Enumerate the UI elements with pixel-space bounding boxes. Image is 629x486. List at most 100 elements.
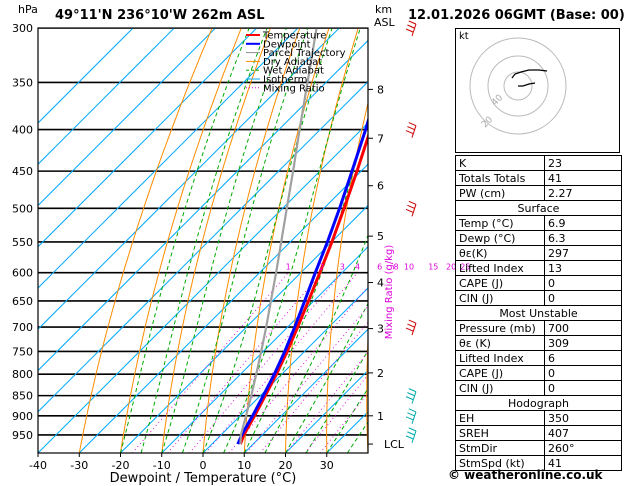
pressure-tick-label: 300 [12, 22, 33, 35]
wind-barb-flag [407, 431, 415, 436]
index-row: Temp (°C) 6.9 [455, 215, 622, 231]
legend-label: Mixing Ratio [263, 83, 325, 94]
isotherm-line [38, 28, 299, 289]
wet-adiabat-line [326, 387, 368, 453]
mixing-ratio-label: 8 [393, 263, 398, 272]
index-row: CAPE (J) 0 [455, 275, 622, 291]
legend-label: Parcel Trajectory [263, 48, 346, 59]
temperature-tick-label: 0 [200, 459, 207, 472]
dry-adiabat-line [120, 28, 242, 453]
temperature-tick-label: 20 [279, 459, 293, 472]
isotherm-line [38, 28, 134, 124]
pressure-tick-label: 400 [12, 124, 33, 137]
temperature-tick-label: 30 [320, 459, 334, 472]
wind-barb [411, 430, 417, 444]
series-parcel-trajectory [239, 28, 318, 445]
wind-barb-flag [408, 122, 416, 127]
mixing-ratio-label: 4 [355, 263, 360, 272]
wet-adiabat-line [223, 28, 361, 453]
temperature-tick-label: -10 [153, 459, 171, 472]
legend-label: Wet Adiabat [263, 66, 324, 77]
pressure-tick-label: 700 [12, 321, 33, 334]
isotherm-line [38, 81, 368, 413]
index-row: CIN (J) 0 [455, 290, 622, 306]
section-title: Surface [455, 200, 622, 216]
pressure-tick-label: 450 [12, 165, 33, 178]
km-tick-label: LCL [384, 438, 405, 451]
dry-adiabat-line [326, 100, 368, 453]
wind-barb [411, 411, 417, 424]
pressure-tick-label: 600 [12, 267, 33, 280]
temperature-tick-label: -30 [70, 459, 88, 472]
dry-adiabat-line [366, 329, 368, 453]
run-title: 12.01.2026 06GMT (Base: 00) [408, 8, 625, 23]
wet-adiabat-line [305, 349, 368, 453]
hodograph-trace [511, 69, 548, 79]
index-row: Pressure (mb) 700 [455, 320, 622, 336]
isotherm-line [285, 369, 368, 453]
wind-barb-flag [408, 388, 416, 393]
isotherm-line [38, 28, 216, 207]
wind-barb-flag [408, 319, 416, 324]
pressure-tick-label: 950 [12, 429, 33, 442]
index-row: PW (cm) 2.27 [455, 185, 622, 201]
km-tick-label: 2 [377, 367, 384, 380]
pressure-tick-label: 500 [12, 202, 33, 215]
pressure-tick-label: 850 [12, 390, 33, 403]
wind-barb-flag [407, 24, 415, 29]
wet-adiabat-line [140, 28, 268, 453]
dry-adiabat-line [161, 28, 271, 453]
pressure-tick-label: 550 [12, 236, 33, 249]
wind-barb-flag [408, 20, 416, 25]
hodograph-unit: kt [459, 31, 469, 42]
wind-barb-flag [407, 412, 415, 417]
wind-barb [411, 322, 417, 336]
wet-adiabat-line [120, 28, 250, 453]
wind-barb-flag [407, 204, 415, 209]
wind-barb-flag [405, 416, 414, 421]
km-tick-label: 1 [377, 410, 384, 423]
wet-adiabat-line [161, 28, 287, 453]
mixing-ratio-line [246, 305, 368, 453]
wet-adiabat-line [264, 234, 368, 453]
wind-barb-flag [405, 396, 414, 401]
wind-barb [411, 23, 417, 37]
index-row: CIN (J) 0 [455, 380, 622, 396]
km-tick-label: 7 [377, 132, 384, 145]
index-row: SREH 407 [455, 425, 622, 441]
credit-text: © weatheronline.co.uk [448, 468, 603, 482]
isotherm-line [38, 28, 340, 330]
height-unit-asl: ASL [374, 16, 395, 29]
index-row: CAPE (J) 0 [455, 365, 622, 381]
mixing-ratio-axis-label: Mixing Ratio (g/kg) [384, 245, 395, 340]
isotherm-line [78, 163, 368, 453]
wind-barb-flag [405, 208, 414, 213]
index-row: EH 350 [455, 410, 622, 426]
wind-barb-flag [408, 408, 416, 413]
mixing-ratio-label: 15 [428, 263, 438, 272]
index-row: Totals Totals 41 [455, 170, 622, 186]
wind-barb-flag [408, 200, 416, 205]
wind-barb [411, 204, 417, 217]
index-row: Dewp (°C) 6.3 [455, 230, 622, 246]
legend-label: Temperature [262, 31, 326, 42]
temperature-tick-label: 10 [237, 459, 251, 472]
pressure-tick-label: 350 [12, 76, 33, 89]
dry-adiabat-line [406, 28, 446, 453]
km-tick-label: 6 [377, 180, 384, 193]
indices-table: K 23 Totals Totals 41 PW (cm) 2.27 Surface … [455, 155, 622, 471]
wind-barb-flag [405, 28, 414, 33]
isotherm-line [38, 122, 368, 453]
index-row: K 23 [455, 155, 622, 171]
km-tick-label: 5 [377, 230, 384, 243]
temperature-tick-label: -20 [112, 459, 130, 472]
index-row: StmSpd (kt) 41 [455, 455, 622, 471]
mixing-ratio-label: 10 [404, 263, 414, 272]
isotherm-line [38, 28, 175, 165]
wet-adiabat-line [285, 302, 368, 453]
mixing-ratio-label: 2 [319, 263, 324, 272]
isotherm-line [161, 246, 368, 453]
pressure-unit-label: hPa [18, 3, 38, 16]
wind-barb-flag [405, 130, 414, 135]
